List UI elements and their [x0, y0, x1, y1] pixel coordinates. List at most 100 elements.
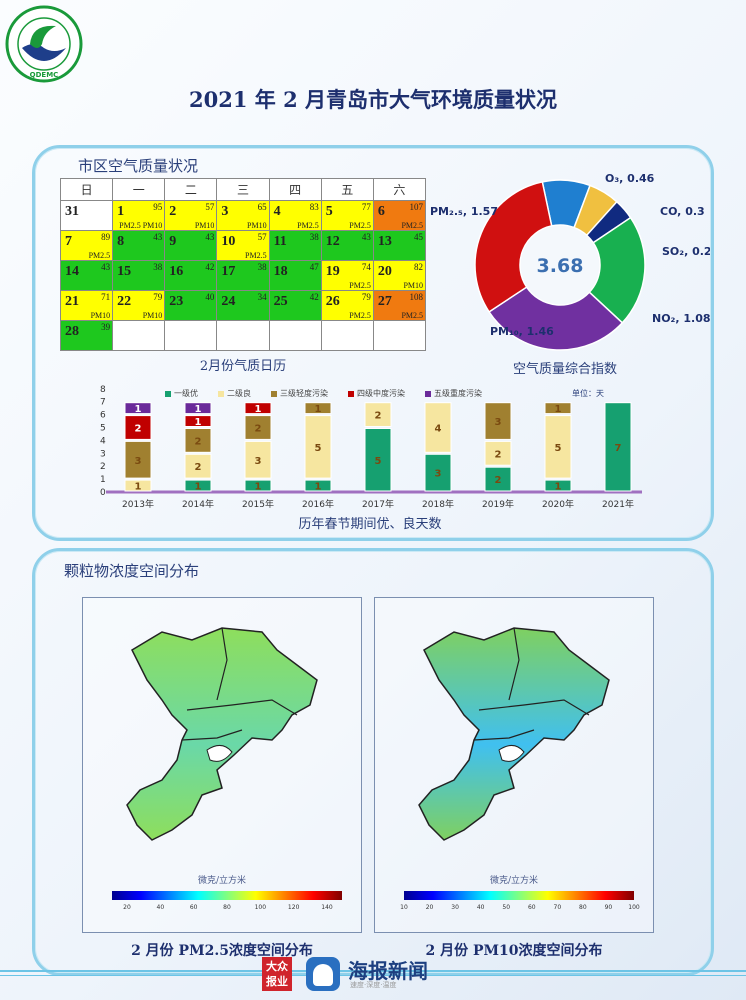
calendar-day: 26 79 PM2.5	[320, 290, 374, 321]
weekday-header: 五	[320, 178, 374, 201]
aqi-value: 107	[409, 202, 424, 212]
bar-legend: 一级优 二级良 三级轻度污染 四级中度污染 五级重度污染	[165, 388, 482, 399]
weekday-header: 日	[59, 178, 114, 201]
aqi-value: 79	[153, 292, 163, 302]
logo-abbr: QDEMC	[30, 71, 59, 79]
calendar-day: 18 47	[268, 260, 322, 291]
bar-value-label: 2	[495, 475, 502, 486]
primary-pollutant: PM10	[90, 311, 111, 320]
day-number: 19	[325, 264, 340, 279]
calendar-day: 12 43	[320, 230, 374, 261]
calendar-day	[320, 320, 374, 351]
legend-item: 一级优	[165, 388, 198, 399]
dazhong-logo: 大众报业	[262, 957, 292, 991]
bar-value-label: 1	[195, 417, 202, 428]
bar-value-label: 2	[495, 449, 502, 460]
legend-item: 三级轻度污染	[271, 388, 328, 399]
colorbar-tick: 100	[254, 904, 267, 911]
spring-festival-bar-chart: 0 1 2 3 4 5 6 7 8 1 3 2 1 2013年 1 2 2 1 1 2014年 1 3 2 1 2015年 1 5 1…	[100, 385, 642, 510]
primary-pollutant: PM2.5	[297, 221, 319, 230]
aqi-value: 43	[153, 232, 163, 242]
calendar-day: 14 43	[59, 260, 114, 291]
section-title-particles: 颗粒物浓度空间分布	[64, 562, 200, 580]
day-number: 26	[325, 294, 340, 309]
calendar-day: 19 74 PM2.5	[320, 260, 374, 291]
day-number: 8	[117, 234, 125, 249]
aqi-value: 89	[101, 232, 111, 242]
bar-value-label: 3	[255, 456, 262, 467]
calendar-day	[164, 320, 218, 351]
day-number: 6	[377, 204, 385, 219]
y-tick-label: 5	[100, 424, 106, 434]
primary-pollutant: PM2.5	[401, 311, 423, 320]
calendar-day	[268, 320, 322, 351]
bar-segment	[544, 402, 572, 415]
calendar-day: 13 45	[372, 230, 427, 261]
colorbar-tick: 40	[476, 904, 485, 911]
calendar-day: 31	[59, 200, 114, 231]
bar-value-label: 1	[315, 404, 322, 415]
bar-chart-caption: 历年春节期间优、良天数	[298, 517, 442, 532]
colorbar-unit: 微克/立方米	[197, 876, 247, 886]
legend-item: 四级中度污染	[348, 388, 405, 399]
donut-hole	[521, 226, 599, 304]
particles-panel	[32, 548, 714, 976]
aqi-value: 79	[361, 292, 371, 302]
aqi-value: 40	[205, 292, 215, 302]
bar-value-label: 5	[555, 443, 562, 454]
colorbar-tick: 140	[321, 904, 333, 911]
aqi-value: 57	[205, 202, 215, 212]
aqi-value: 47	[309, 262, 319, 272]
aqi-value: 95	[153, 202, 163, 212]
aqi-value: 34	[257, 292, 267, 302]
aqi-value: 42	[205, 262, 215, 272]
bar-segment	[484, 402, 512, 440]
calendar-day: 25 42	[268, 290, 322, 321]
day-number: 11	[273, 234, 287, 249]
aqi-value: 77	[361, 202, 371, 212]
legend-item: 二级良	[218, 388, 251, 399]
y-tick-label: 4	[100, 436, 106, 446]
bar-segment	[604, 402, 632, 492]
day-number: 27	[377, 294, 392, 309]
aqi-value: 82	[414, 262, 423, 272]
colorbar-tick: 10	[400, 904, 408, 911]
day-number: 28	[65, 324, 79, 339]
donut-slice-PM10	[488, 286, 624, 351]
bar-value-label: 1	[315, 482, 322, 493]
center-value: 3.68	[537, 255, 584, 277]
bar-segment	[124, 415, 152, 440]
legend-label: 一级优	[174, 389, 198, 398]
calendar-day: 6 107 PM2.5	[372, 200, 427, 231]
colorbar	[112, 891, 342, 900]
day-number: 31	[65, 204, 79, 219]
colorbar-tick: 90	[604, 904, 613, 911]
aqi-value: 42	[309, 292, 319, 302]
calendar-day	[112, 320, 166, 351]
slice-label: O₃, 0.46	[605, 172, 655, 185]
day-number: 5	[325, 204, 333, 219]
day-number: 3	[221, 204, 229, 219]
day-number: 13	[377, 234, 392, 249]
colorbar-tick: 50	[502, 904, 511, 911]
bar-segment	[124, 479, 152, 492]
bar-value-label: 3	[435, 469, 442, 480]
calendar-day: 4 83 PM2.5	[268, 200, 322, 231]
day-number: 21	[65, 294, 79, 309]
primary-pollutant: PM2.5	[88, 251, 111, 260]
day-number: 15	[117, 264, 132, 279]
bar-value-label: 4	[435, 424, 442, 435]
bar-segment	[184, 428, 212, 453]
bar-segment	[244, 440, 272, 479]
aqi-value: 38	[257, 262, 267, 272]
primary-pollutant: PM10	[247, 221, 267, 230]
bar-segment	[184, 402, 212, 415]
bar-segment	[544, 479, 572, 492]
slice-label: PM₂.₅, 1.57	[430, 205, 498, 218]
day-number: 20	[377, 264, 392, 279]
bar-segment	[424, 402, 452, 453]
slice-label: SO₂, 0.20	[662, 245, 710, 258]
day-number: 25	[273, 294, 288, 309]
calendar-day: 9 43	[164, 230, 218, 261]
legend-label: 四级中度污染	[357, 389, 405, 398]
